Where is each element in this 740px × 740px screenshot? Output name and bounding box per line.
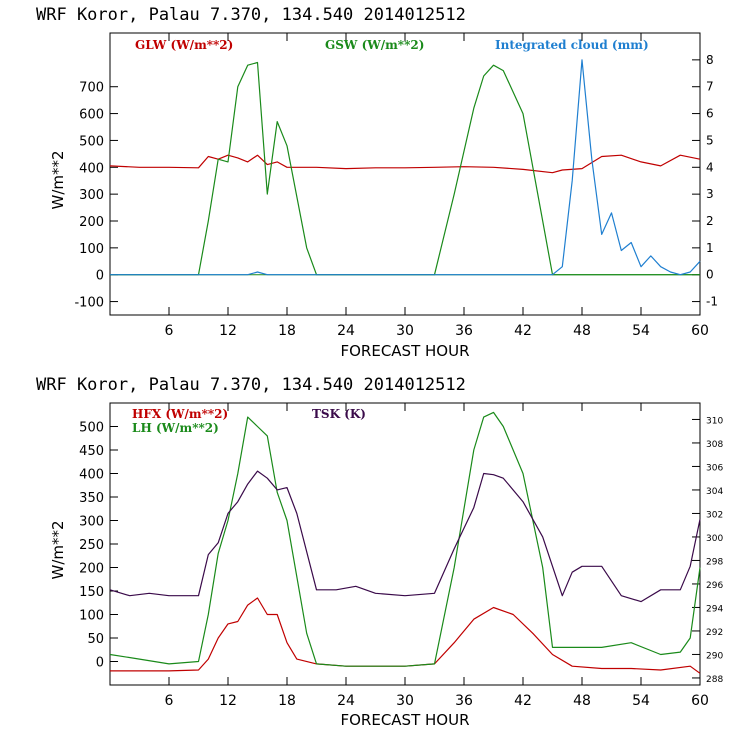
- x-tick-label: 54: [632, 323, 650, 339]
- y2-axis-ticks: -1 0 1 2 3 4 5 6 7 8: [692, 53, 718, 309]
- x-tick-label: 48: [573, 323, 591, 339]
- x-tick-label: 60: [691, 693, 709, 709]
- y-tick-label: -100: [74, 296, 104, 311]
- y-axis-label: W/m**2: [49, 520, 67, 579]
- y2-tick-label: 5: [706, 133, 714, 147]
- y-axis-ticks: -100 0 100 200 300 400 500 600 700: [74, 81, 118, 311]
- x-tick-label: 30: [396, 323, 414, 339]
- series-line-tsk: [109, 470, 701, 603]
- y-tick-label: 350: [79, 491, 104, 506]
- x-tick-label: 54: [632, 693, 650, 709]
- legend-lh: LH (W/m**2): [132, 421, 219, 435]
- x-tick-label: 18: [278, 323, 296, 339]
- y-tick-label: 400: [79, 161, 104, 176]
- y2-tick-label: 302: [706, 510, 723, 520]
- y2-tick-label: 4: [706, 160, 714, 174]
- x-tick-label: 42: [514, 693, 532, 709]
- x-tick-label: 18: [278, 693, 296, 709]
- y-axis-ticks: 0 50 100 150 200 250 300 350 400 450 500: [79, 421, 118, 671]
- panel-title: WRF Koror, Palau 7.370, 134.540 20140125…: [36, 375, 466, 395]
- legend-glw: GLW (W/m**2): [135, 38, 233, 52]
- y2-tick-label: 6: [706, 107, 714, 121]
- y-axis-label: W/m**2: [49, 150, 67, 209]
- y-tick-label: 150: [79, 585, 104, 600]
- y2-tick-label: 310: [706, 416, 723, 426]
- x-tick-label: 6: [165, 323, 174, 339]
- x-axis-label: FORECAST HOUR: [340, 711, 469, 729]
- series-lines: [109, 59, 701, 276]
- y-tick-label: 100: [79, 242, 104, 257]
- x-tick-label: 12: [219, 323, 237, 339]
- x-axis-label: FORECAST HOUR: [340, 342, 469, 360]
- x-axis-ticks: 6 12 18 24 30 36 42 48 54 60: [165, 403, 709, 709]
- series-line-glw: [109, 154, 701, 174]
- top-panel: WRF Koror, Palau 7.370, 134.540 20140125…: [36, 5, 718, 360]
- y-tick-label: 200: [79, 562, 104, 577]
- y2-tick-label: 292: [706, 628, 723, 638]
- y-tick-label: 100: [79, 609, 104, 624]
- series-lines: [109, 411, 701, 674]
- x-tick-label: 30: [396, 693, 414, 709]
- y-tick-label: 0: [96, 269, 104, 284]
- y2-tick-label: 8: [706, 53, 714, 67]
- legend-cloud: Integrated cloud (mm): [495, 38, 649, 52]
- x-tick-label: 12: [219, 693, 237, 709]
- y-tick-label: 0: [96, 656, 104, 671]
- x-tick-label: 6: [165, 693, 174, 709]
- y2-tick-label: 290: [706, 651, 723, 661]
- y2-tick-label: 296: [706, 581, 723, 591]
- y2-axis-ticks: 288 290 292 294 296 298 300 302 304 306 308 310: [692, 416, 723, 685]
- y2-tick-label: -1: [706, 295, 718, 309]
- y2-tick-label: 306: [706, 463, 723, 473]
- y-tick-label: 250: [79, 538, 104, 553]
- y-tick-label: 300: [79, 188, 104, 203]
- y2-tick-label: 304: [706, 487, 723, 497]
- y2-tick-label: 308: [706, 440, 723, 450]
- y2-tick-label: 3: [706, 187, 714, 201]
- y-tick-label: 700: [79, 81, 104, 96]
- y2-tick-label: 7: [706, 80, 714, 94]
- y2-tick-label: 298: [706, 557, 723, 567]
- y-tick-label: 400: [79, 468, 104, 483]
- panel-title: WRF Koror, Palau 7.370, 134.540 20140125…: [36, 5, 466, 25]
- legend-tsk: TSK (K): [312, 407, 366, 421]
- bottom-panel: WRF Koror, Palau 7.370, 134.540 20140125…: [36, 375, 723, 729]
- y-tick-label: 450: [79, 444, 104, 459]
- y2-tick-label: 1: [706, 241, 714, 255]
- y-tick-label: 50: [87, 632, 104, 647]
- legend-hfx: HFX (W/m**2): [132, 407, 228, 421]
- x-tick-label: 36: [455, 323, 473, 339]
- y2-tick-label: 2: [706, 214, 714, 228]
- x-tick-label: 24: [337, 693, 355, 709]
- series-line-lh: [109, 411, 701, 667]
- series-line-integrated: [110, 59, 701, 276]
- y-tick-label: 600: [79, 108, 104, 123]
- y-tick-label: 500: [79, 134, 104, 149]
- y2-tick-label: 300: [706, 534, 723, 544]
- x-tick-label: 42: [514, 323, 532, 339]
- x-tick-label: 60: [691, 323, 709, 339]
- y-tick-label: 200: [79, 215, 104, 230]
- x-tick-label: 24: [337, 323, 355, 339]
- y2-tick-label: 0: [706, 268, 714, 282]
- x-tick-label: 48: [573, 693, 591, 709]
- x-axis-ticks: 6 12 18 24 30 36 42 48 54 60: [165, 33, 709, 339]
- x-tick-label: 36: [455, 693, 473, 709]
- series-line-gsw: [110, 61, 700, 276]
- y2-tick-label: 294: [706, 604, 723, 614]
- y-tick-label: 500: [79, 421, 104, 436]
- legend-gsw: GSW (W/m**2): [325, 38, 424, 52]
- y-tick-label: 300: [79, 515, 104, 530]
- y2-tick-label: 288: [706, 675, 723, 685]
